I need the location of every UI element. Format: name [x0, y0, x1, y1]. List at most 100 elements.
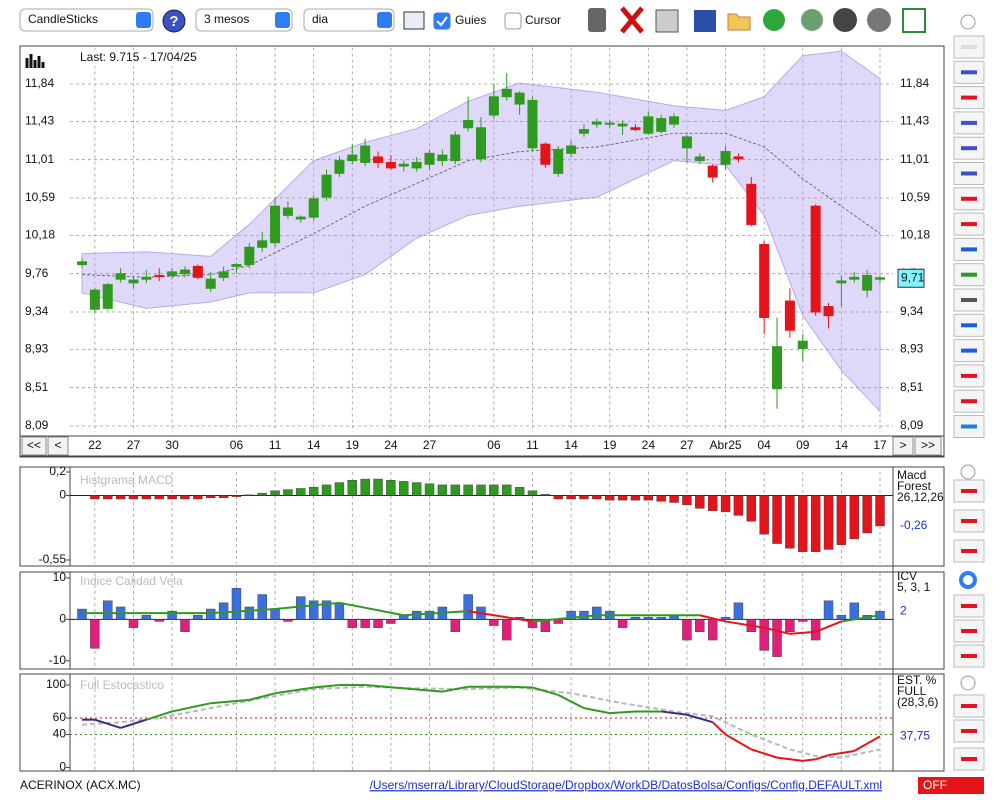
candle-body — [257, 240, 268, 248]
trash-button[interactable] — [588, 8, 606, 32]
stoch-line — [146, 710, 173, 721]
style-select[interactable] — [19, 8, 154, 32]
printer-button[interactable] — [655, 9, 679, 33]
signal-line — [763, 626, 791, 635]
x-tick-label: 04 — [757, 438, 771, 452]
help-button[interactable] — [162, 9, 186, 33]
panel-title: Full Estocastico — [80, 678, 164, 692]
y-tick-label: 0 — [59, 488, 66, 502]
candle-body — [231, 264, 242, 267]
histogram-bar — [231, 588, 242, 620]
nav-last[interactable] — [914, 436, 942, 456]
panel-label: Macd — [897, 468, 926, 482]
candle-body — [373, 156, 384, 163]
calendar-button[interactable] — [403, 11, 425, 30]
candle-body — [218, 271, 229, 278]
histogram-bar — [167, 495, 177, 500]
y-tick-label: 11,84 — [25, 76, 54, 90]
tool-icon — [961, 654, 977, 658]
histogram-bar — [373, 478, 383, 496]
histogram-bar — [128, 495, 139, 500]
candle-body — [385, 161, 396, 169]
panel-radio[interactable] — [960, 675, 976, 691]
histogram-bar — [154, 495, 164, 500]
histogram-bar — [592, 606, 602, 620]
histogram-bar — [527, 619, 538, 628]
tool-icon — [961, 323, 977, 328]
histogram-bar — [463, 484, 473, 496]
histogram-bar — [167, 610, 177, 620]
config-path[interactable]: /Users/mserra/Library/CloudStorage/Dropb… — [370, 778, 882, 792]
y-tick-label: 10,18 — [25, 228, 55, 242]
histogram-bar — [798, 495, 808, 552]
candle-body — [102, 284, 113, 309]
y-tick-label: 0,2 — [49, 464, 66, 478]
histogram-bar — [502, 484, 512, 496]
calendar-17-button[interactable] — [902, 8, 926, 33]
stoch-line — [750, 748, 778, 759]
y-tick-label: 60 — [53, 710, 67, 724]
histogram-bar — [77, 608, 87, 620]
candle-body — [411, 161, 422, 169]
x-tick-label: 11 — [526, 438, 539, 452]
signal-line — [699, 614, 726, 623]
x-tick-label: 27 — [423, 438, 437, 452]
cursor-label: Cursor — [525, 13, 561, 27]
style-select-text: CandleSticks — [28, 12, 98, 26]
candle-body — [514, 92, 525, 105]
refresh-button[interactable] — [763, 9, 785, 31]
panel-radio[interactable] — [959, 571, 977, 589]
candle-body — [295, 216, 306, 220]
y-tick-label: 8,51 — [25, 380, 49, 394]
histogram-bar — [836, 495, 847, 545]
cursor-checkbox[interactable] — [504, 12, 522, 30]
histogram-bar — [733, 495, 744, 516]
histogram-bar — [347, 619, 357, 628]
candle-body — [862, 275, 873, 291]
delete-button[interactable] — [620, 6, 644, 34]
panel-radio[interactable] — [960, 14, 976, 30]
select-arrow — [275, 12, 290, 28]
candle-body — [759, 244, 770, 318]
candle-body — [836, 280, 847, 284]
x-tick-label: 24 — [642, 438, 656, 452]
y-tick-label: 9,34 — [900, 304, 924, 318]
save-button[interactable] — [694, 10, 716, 32]
y-tick-label: 10 — [53, 570, 67, 584]
histogram-bar — [643, 617, 654, 620]
y-tick-label: 40 — [53, 727, 67, 741]
histogram-bar — [321, 484, 332, 496]
nav-next[interactable] — [892, 436, 914, 456]
histogram-bar — [424, 483, 435, 496]
histogram-bar — [154, 619, 164, 622]
histogram-bar — [206, 495, 216, 499]
candle-body — [578, 129, 589, 134]
histogram-bar — [424, 610, 435, 620]
reload-button[interactable] — [801, 9, 823, 31]
guides-checkbox[interactable] — [433, 12, 451, 30]
settings-button[interactable] — [867, 8, 891, 32]
candle-body — [797, 340, 808, 349]
stoch-frame — [19, 673, 945, 772]
candle-body — [398, 163, 409, 167]
nav-first[interactable] — [21, 436, 47, 456]
y-tick-label: 8,93 — [900, 342, 924, 356]
stoch-line — [532, 686, 559, 696]
nav-prev[interactable] — [47, 436, 69, 456]
open-button[interactable] — [727, 13, 751, 31]
tool-icon — [961, 298, 977, 302]
y-tick-label: 11,84 — [900, 76, 929, 90]
period-select-text: 3 mesos — [204, 12, 249, 26]
tool-icon — [961, 757, 977, 761]
candle-body — [669, 116, 680, 125]
period-select[interactable] — [195, 8, 293, 32]
candle-body — [656, 118, 667, 132]
chart-title: Last: 9.715 - 17/04/25 — [80, 50, 197, 64]
panel-radio[interactable] — [960, 464, 976, 480]
histogram-bar — [772, 495, 782, 544]
interval-select[interactable] — [303, 8, 395, 32]
histogram-bar — [502, 619, 512, 641]
histogram-bar — [450, 619, 460, 633]
currency-button[interactable] — [833, 8, 857, 32]
histogram-bar — [682, 619, 692, 641]
